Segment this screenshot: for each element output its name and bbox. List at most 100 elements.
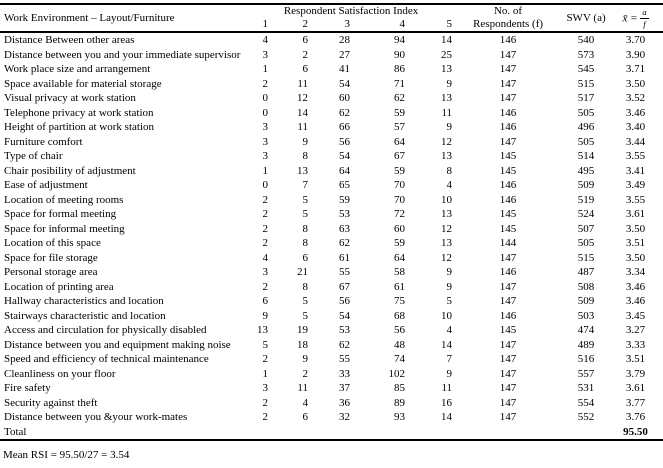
row-value: 13 [441,237,453,249]
row-value: 9 [302,135,309,148]
row-value: 3.55 [625,150,646,162]
row-value: 145 [499,164,517,177]
row-label: Space for informal meeting [4,222,125,235]
row-value: 146 [499,106,517,119]
row-label: Height of partition at work station [4,121,154,133]
row-value: 19 [297,324,308,336]
row-value: 5 [302,208,309,220]
row-value: 4 [446,324,453,336]
table-row: Distance between you and equipment makin… [0,338,663,353]
row-value: 60 [339,92,350,104]
row-value: 13 [441,92,453,104]
row-value: 9 [446,77,453,90]
row-value: 27 [339,48,350,61]
row-value: 496 [577,121,595,133]
header-scale-4: 4 [399,18,406,30]
header-scale-2: 2 [302,18,309,30]
row-value: 3.77 [625,396,646,409]
row-value: 9 [446,280,453,293]
row-value: 2 [262,237,269,249]
table-row: Hallway characteristics and location 6 5 56… [0,294,663,309]
row-value: 10 [441,309,453,322]
row-value: 1 [262,63,269,75]
row-value: 505 [577,237,595,249]
row-value: 540 [577,34,595,46]
row-label: Chair posibility of adjustment [4,164,136,177]
row-value: 11 [297,382,308,394]
row-value: 3.27 [625,324,646,336]
table-body: Distance Between other areas 4 6 28 94 14 146 5… [0,32,663,425]
row-value: 3.90 [625,48,646,61]
row-value: 21 [297,266,308,278]
row-value: 74 [394,353,405,365]
table-row: Ease of adjustment 0 7 65 70 4 146 509 3.49 [0,178,663,193]
row-label: Cleanliness on your floor [4,367,116,380]
row-value: 147 [499,353,517,365]
row-value: 147 [499,295,517,307]
row-value: 12 [441,135,453,148]
row-value: 64 [394,135,405,148]
row-value: 495 [577,164,595,177]
row-value: 3.79 [625,367,646,380]
total-spacer [250,424,609,441]
row-label: Ease of adjustment [4,179,88,191]
table-row: Distance between you and your immediate … [0,48,663,63]
row-value: 3.61 [625,208,646,220]
table-row: Location of this space 2 8 62 59 13 144 505 3.51 [0,236,663,251]
row-label: Fire safety [4,382,51,394]
row-value: 3.55 [625,193,646,206]
row-label: Work place size and arrangement [4,63,151,75]
row-label: Stairways characteristic and location [4,309,166,322]
row-value: 58 [394,266,405,278]
row-value: 9 [302,353,309,365]
row-value: 146 [499,34,517,46]
row-value: 56 [339,295,350,307]
row-value: 145 [499,222,517,235]
row-value: 54 [339,150,350,162]
row-value: 61 [394,280,405,293]
row-value: 3.50 [625,222,646,235]
row-value: 70 [394,193,405,206]
header-scale-1: 1 [262,18,269,30]
row-value: 515 [577,77,595,90]
table-row: Space available for material storage 2 11 5… [0,77,663,92]
row-value: 13 [441,150,453,162]
row-value: 71 [394,77,405,90]
row-value: 554 [577,396,595,409]
row-value: 145 [499,150,517,162]
row-value: 3.34 [625,266,646,278]
row-value: 94 [394,34,405,46]
rsi-scale-row: 1 2 3 4 5 [0,18,663,32]
row-value: 13 [297,164,308,177]
row-value: 16 [441,396,453,409]
row-value: 66 [339,121,350,133]
row-value: 90 [394,48,405,61]
row-value: 61 [339,251,350,264]
row-value: 1 [262,367,269,380]
row-label: Furniture comfort [4,135,83,148]
row-value: 2 [302,367,309,380]
table-row: Cleanliness on your floor 1 2 33 102 9 147 557 3… [0,367,663,382]
row-value: 531 [577,382,595,394]
row-value: 64 [339,164,350,177]
row-value: 147 [499,382,517,394]
row-value: 509 [577,179,595,191]
row-label: Hallway characteristics and location [4,295,164,307]
row-value: 6 [302,251,309,264]
row-value: 59 [339,193,350,206]
row-value: 6 [302,63,309,75]
table-row: Fire safety 3 11 37 85 11 147 531 3.61 [0,381,663,396]
row-value: 3 [262,382,269,394]
row-value: 6 [302,411,309,423]
row-value: 3.41 [625,164,646,177]
row-value: 515 [577,251,595,264]
row-label: Distance between you and equipment makin… [4,338,231,351]
row-value: 9 [446,121,453,133]
row-value: 147 [499,367,517,380]
row-value: 14 [297,106,308,119]
row-value: 33 [339,367,350,380]
table-header: Work Environment – Layout/Furniture Resp… [0,4,663,32]
row-value: 3.45 [625,309,646,322]
row-value: 146 [499,309,517,322]
